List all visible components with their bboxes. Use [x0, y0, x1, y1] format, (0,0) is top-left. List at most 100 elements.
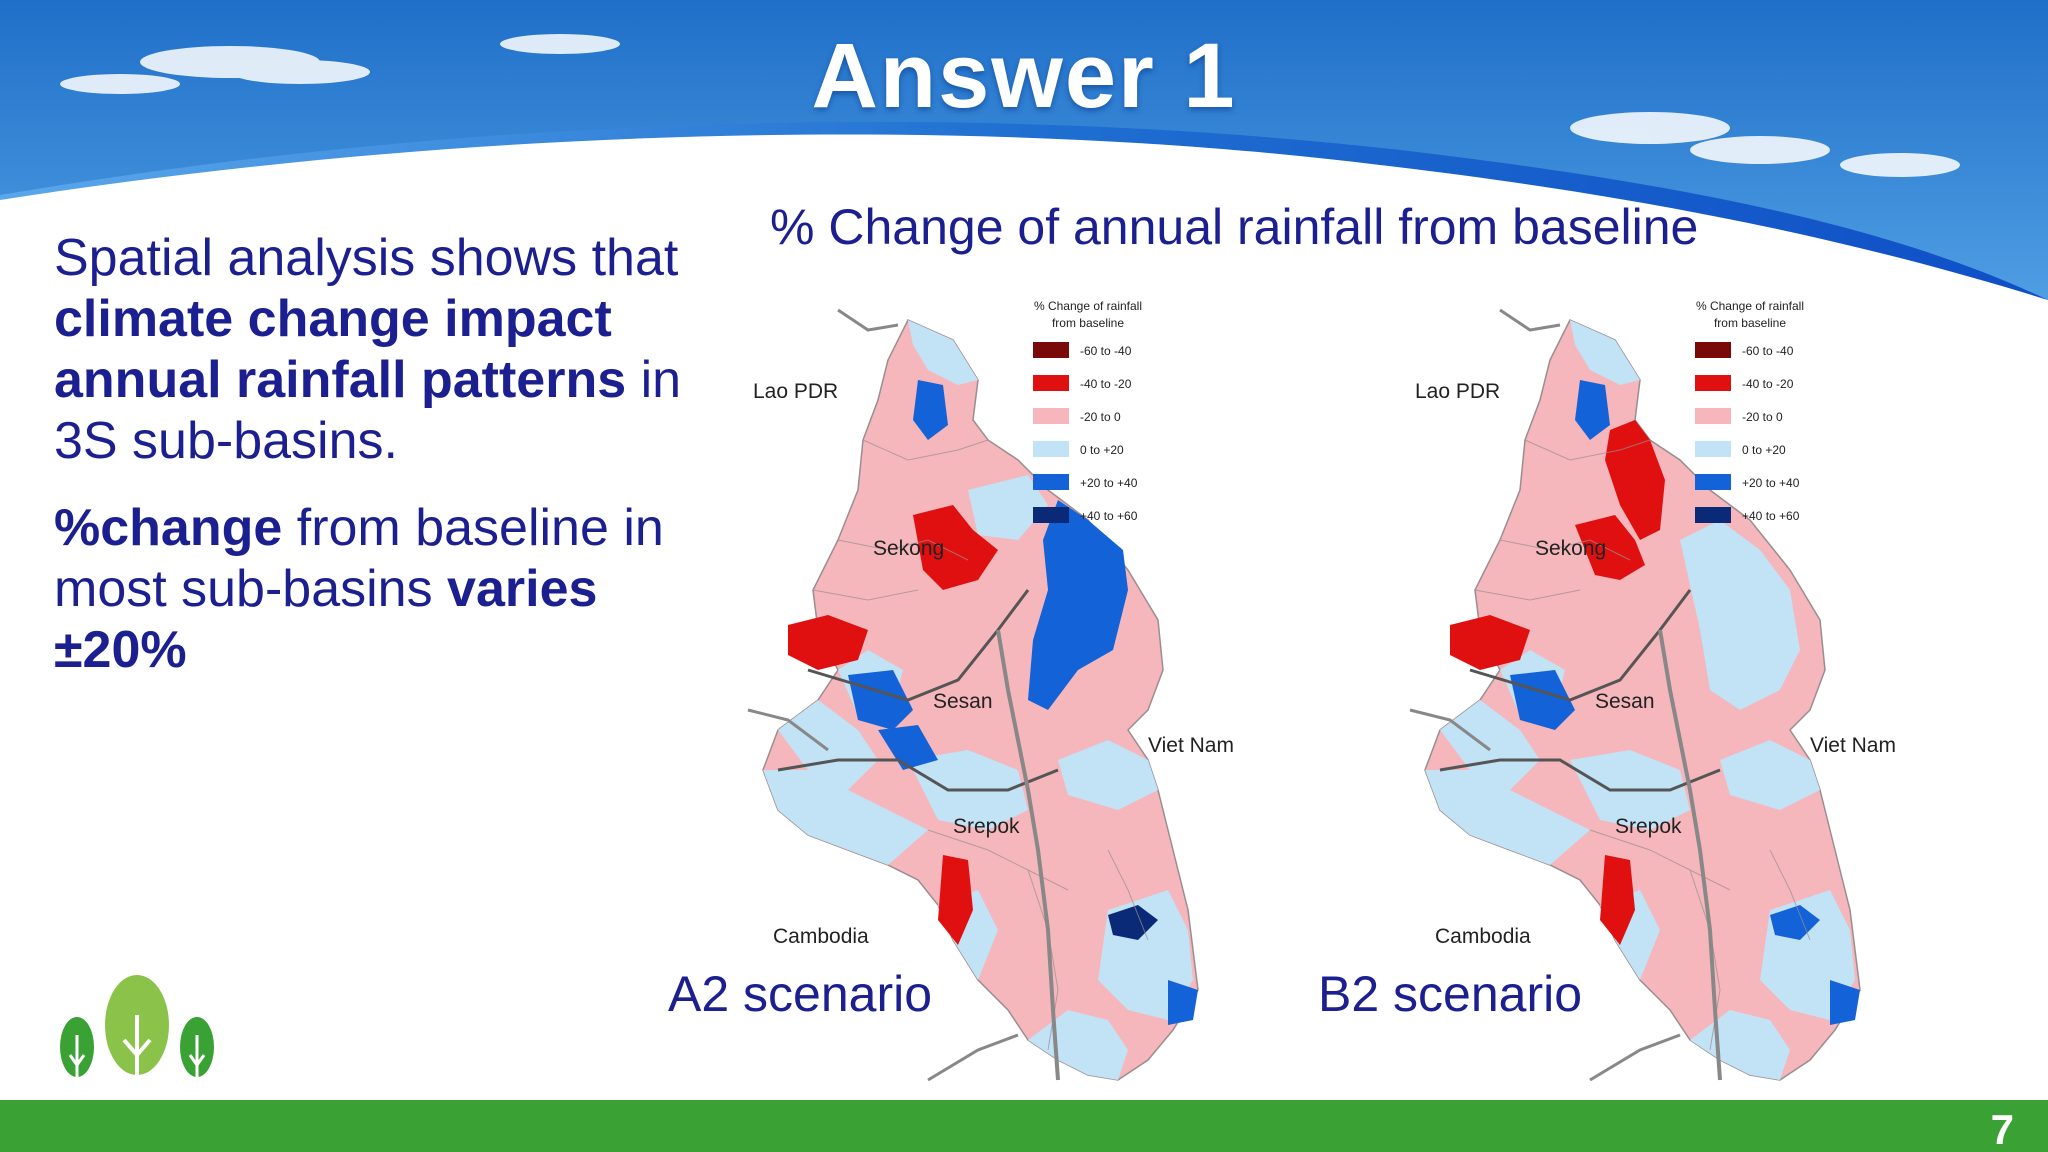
body-text-span: in 3S sub-basins.	[54, 351, 682, 470]
legend-label: -40 to -20	[1742, 377, 1794, 391]
body-bold-span: %change	[54, 499, 283, 557]
three-trees-logo-icon	[60, 975, 214, 1090]
region-red	[913, 505, 998, 590]
label-cambodia: Cambodia	[1435, 925, 1531, 948]
subbasin-boundary	[777, 758, 1059, 792]
body-bold-span: varies ±20%	[54, 560, 598, 679]
legend-title-line1: % Change of rainfall	[1034, 299, 1142, 313]
legend-label: +40 to +60	[1742, 509, 1800, 523]
legend-label: -20 to 0	[1742, 410, 1783, 424]
scenario-label-a2: A2 scenario	[668, 966, 933, 1022]
label-srepok: Srepok	[953, 815, 1020, 838]
body-text-span: Spatial analysis shows that	[54, 229, 679, 287]
body-paragraph-2: %change from baseline in most sub-basins…	[54, 498, 694, 681]
label-sesan: Sesan	[933, 690, 993, 713]
body-bold-span: climate change impact annual rainfall pa…	[54, 290, 627, 409]
body-text-span: from baseline in most sub-basins	[54, 499, 664, 618]
legend-label: -40 to -20	[1080, 377, 1132, 391]
legend-swatch	[1695, 342, 1731, 358]
region-light-blue	[778, 700, 878, 790]
legend-swatch	[1033, 507, 1069, 523]
region-blue	[1510, 670, 1575, 730]
legend-swatch	[1033, 441, 1069, 457]
region-red	[1575, 515, 1645, 580]
label-sekong: Sekong	[873, 537, 944, 560]
legend-label: +20 to +40	[1080, 476, 1138, 490]
river-line	[837, 308, 899, 332]
legend-swatch	[1033, 474, 1069, 490]
subbasin-boundary	[1439, 758, 1721, 792]
region-light-blue	[1680, 520, 1800, 710]
label-lao-pdr: Lao PDR	[753, 380, 838, 403]
river-line	[747, 708, 829, 752]
legend-swatch	[1695, 507, 1731, 523]
label-srepok: Srepok	[1615, 815, 1682, 838]
region-blue	[878, 725, 938, 770]
map-regions	[747, 308, 1199, 1082]
legend-swatch	[1695, 408, 1731, 424]
sky-header-background	[0, 0, 2048, 300]
legend-swatch	[1033, 408, 1069, 424]
label-sekong: Sekong	[1535, 537, 1606, 560]
legend-label: +40 to +60	[1080, 509, 1138, 523]
legend-label: -20 to 0	[1080, 410, 1121, 424]
river-line	[996, 629, 1060, 1081]
region-red	[1600, 855, 1635, 945]
region-light-blue	[908, 320, 978, 385]
legend: % Change of rainfall from baseline -60 t…	[1033, 299, 1142, 523]
scenario-label-b2: B2 scenario	[1318, 966, 1583, 1022]
map-regions	[1409, 308, 1861, 1082]
legend-title-line1: % Change of rainfall	[1696, 299, 1804, 313]
legend-swatch	[1695, 441, 1731, 457]
legend-items: -60 to -40 -40 to -20 -20 to 0 0 to +20 …	[1033, 342, 1138, 523]
legend-items: -60 to -40 -40 to -20 -20 to 0 0 to +20 …	[1695, 342, 1800, 523]
river-line	[1409, 708, 1491, 752]
region-blue	[1830, 980, 1860, 1025]
region-blue	[1770, 905, 1820, 940]
page-number: 7	[1990, 1106, 2014, 1152]
body-text: Spatial analysis shows that climate chan…	[54, 228, 694, 707]
region-red	[1450, 615, 1530, 670]
region-blue	[1575, 380, 1610, 440]
region-light-blue	[1720, 740, 1820, 810]
label-lao-pdr: Lao PDR	[1415, 380, 1500, 403]
river-line	[1658, 629, 1722, 1081]
river-line	[927, 1033, 1019, 1082]
region-red	[788, 615, 868, 670]
river-line	[1499, 308, 1561, 332]
river-line	[1589, 1033, 1681, 1082]
legend-label: 0 to +20	[1742, 443, 1786, 457]
label-sesan: Sesan	[1595, 690, 1655, 713]
legend-swatch	[1695, 375, 1731, 391]
legend-swatch	[1695, 474, 1731, 490]
region-light-blue	[1058, 740, 1158, 810]
region-blue	[1028, 500, 1128, 710]
map-a2: % Change of rainfall from baseline -60 t…	[747, 299, 1234, 1082]
legend-title-line2: from baseline	[1052, 316, 1124, 330]
region-light-blue	[1440, 700, 1540, 790]
region-light-blue	[968, 475, 1048, 540]
region-blue	[1168, 980, 1198, 1025]
region-light-blue	[1570, 320, 1640, 385]
legend-swatch	[1033, 375, 1069, 391]
legend-swatch	[1033, 342, 1069, 358]
map-b2: % Change of rainfall from baseline -60 t…	[1409, 299, 1896, 1082]
slide-title: Answer 1	[811, 25, 1237, 127]
footer-bar	[0, 1100, 2048, 1152]
region-blue	[913, 380, 948, 440]
legend-label: 0 to +20	[1080, 443, 1124, 457]
region-red	[938, 855, 973, 945]
body-paragraph-1: Spatial analysis shows that climate chan…	[54, 228, 694, 472]
legend-label: -60 to -40	[1742, 344, 1794, 358]
label-cambodia: Cambodia	[773, 925, 869, 948]
region-light-blue	[1425, 770, 1590, 865]
legend-title-line2: from baseline	[1714, 316, 1786, 330]
legend: % Change of rainfall from baseline -60 t…	[1695, 299, 1804, 523]
legend-label: +20 to +40	[1742, 476, 1800, 490]
region-dark-blue	[1108, 905, 1158, 940]
label-viet-nam: Viet Nam	[1810, 734, 1896, 757]
figure-title: % Change of annual rainfall from baselin…	[770, 199, 1699, 255]
subbasin-boundary	[807, 589, 1030, 702]
label-viet-nam: Viet Nam	[1148, 734, 1234, 757]
